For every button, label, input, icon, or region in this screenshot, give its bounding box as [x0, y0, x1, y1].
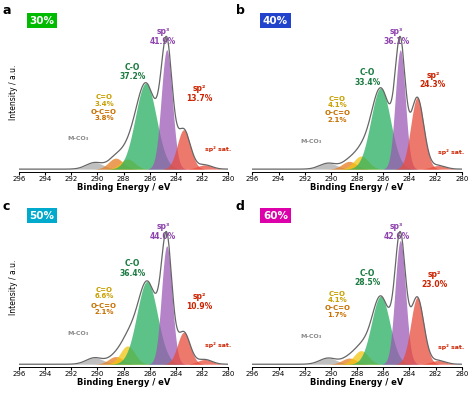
- Text: sp³
41.9%: sp³ 41.9%: [150, 27, 176, 46]
- Text: d: d: [236, 200, 245, 213]
- Text: c: c: [2, 200, 9, 213]
- Text: 30%: 30%: [29, 16, 55, 26]
- Text: C-O
36.4%: C-O 36.4%: [119, 259, 146, 278]
- Text: sp³
36.1%: sp³ 36.1%: [383, 27, 410, 46]
- Text: sp³
44.0%: sp³ 44.0%: [150, 222, 176, 241]
- Text: b: b: [236, 4, 245, 17]
- Text: sp²
10.9%: sp² 10.9%: [186, 292, 212, 311]
- Text: sp² sat.: sp² sat.: [438, 149, 465, 154]
- Text: M-CO₃: M-CO₃: [301, 139, 322, 144]
- Text: 40%: 40%: [263, 16, 288, 26]
- Text: sp²
24.3%: sp² 24.3%: [420, 71, 446, 90]
- Y-axis label: Intensity / a.u.: Intensity / a.u.: [9, 64, 18, 120]
- Text: O-C=O
3.8%: O-C=O 3.8%: [91, 109, 117, 121]
- X-axis label: Binding Energy / eV: Binding Energy / eV: [310, 183, 404, 192]
- Text: C-O
33.4%: C-O 33.4%: [355, 68, 381, 87]
- Text: sp²
23.0%: sp² 23.0%: [421, 270, 447, 288]
- X-axis label: Binding Energy / eV: Binding Energy / eV: [310, 378, 404, 387]
- Text: C=O
4.1%: C=O 4.1%: [328, 95, 347, 108]
- Text: C=O
4.1%: C=O 4.1%: [328, 291, 347, 303]
- Text: 50%: 50%: [29, 211, 55, 221]
- Text: M-CO₃: M-CO₃: [67, 331, 89, 336]
- Text: a: a: [2, 4, 11, 17]
- Text: sp² sat.: sp² sat.: [438, 343, 465, 350]
- X-axis label: Binding Energy / eV: Binding Energy / eV: [77, 378, 170, 387]
- Text: sp²
13.7%: sp² 13.7%: [186, 84, 213, 103]
- Text: O-C=O
2.1%: O-C=O 2.1%: [325, 110, 350, 123]
- Text: M-CO₃: M-CO₃: [67, 136, 89, 141]
- Text: C-O
28.5%: C-O 28.5%: [355, 268, 381, 287]
- Text: O-C=O
1.7%: O-C=O 1.7%: [325, 305, 350, 318]
- Text: sp³
42.6%: sp³ 42.6%: [383, 222, 410, 241]
- Text: sp² sat.: sp² sat.: [205, 342, 231, 348]
- Text: 60%: 60%: [263, 211, 288, 221]
- Text: O-C=O
2.1%: O-C=O 2.1%: [91, 303, 117, 315]
- Text: C=O
3.4%: C=O 3.4%: [94, 94, 114, 107]
- Y-axis label: Intensity / a.u.: Intensity / a.u.: [9, 259, 18, 315]
- X-axis label: Binding Energy / eV: Binding Energy / eV: [77, 183, 170, 192]
- Text: M-CO₃: M-CO₃: [301, 334, 322, 339]
- Text: C=O
6.6%: C=O 6.6%: [94, 286, 114, 299]
- Text: C-O
37.2%: C-O 37.2%: [119, 63, 146, 81]
- Text: sp² sat.: sp² sat.: [205, 146, 231, 152]
